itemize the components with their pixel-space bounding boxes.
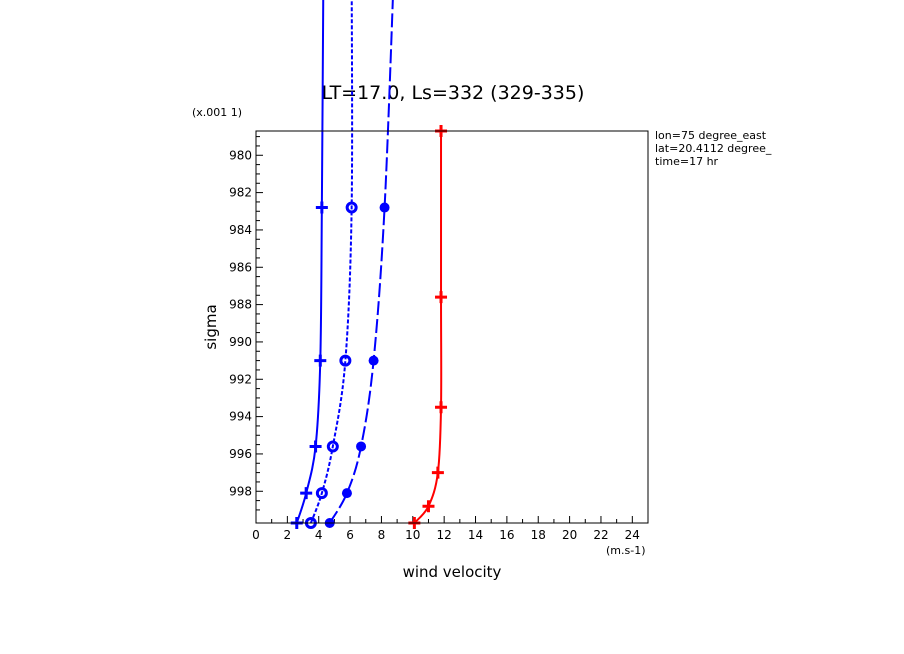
- annotation-line: time=17 hr: [655, 155, 719, 168]
- series: [324, 0, 394, 528]
- x-tick-label: 4: [315, 528, 323, 542]
- x-tick-label: 20: [562, 528, 577, 542]
- data-point: [368, 355, 379, 366]
- y-tick-label: 980: [229, 148, 252, 162]
- series: [304, 0, 358, 529]
- data-point: [339, 354, 352, 367]
- data-point: [314, 354, 327, 367]
- y-tick-label: 994: [229, 410, 252, 424]
- y-tick-label: 990: [229, 335, 252, 349]
- x-tick-label: 10: [405, 528, 420, 542]
- data-point: [326, 440, 339, 453]
- y-tick-label: 984: [229, 223, 252, 237]
- data-point: [422, 500, 435, 513]
- x-tick-label: 24: [625, 528, 640, 542]
- series-layer: [290, 0, 448, 529]
- annotation-line: lon=75 degree_east: [655, 129, 767, 142]
- data-point: [315, 201, 328, 214]
- x-tick-label: 0: [252, 528, 260, 542]
- data-point: [300, 487, 313, 500]
- data-point: [379, 202, 390, 213]
- y-scale-label: (x.001 1): [192, 106, 242, 119]
- plot-frame: [255, 130, 649, 524]
- chart-title: LT=17.0, Ls=332 (329-335): [322, 82, 585, 104]
- x-tick-label: 22: [593, 528, 608, 542]
- y-tick-label: 998: [229, 484, 252, 498]
- y-axis-label: sigma: [202, 304, 220, 349]
- x-tick-label: 6: [346, 528, 354, 542]
- x-tick-label: 18: [531, 528, 546, 542]
- series-line: [309, 0, 354, 523]
- x-tick-label: 14: [468, 528, 483, 542]
- x-tick-label: 2: [284, 528, 292, 542]
- data-point: [435, 401, 448, 414]
- x-tick-label: 16: [499, 528, 514, 542]
- series-line: [413, 131, 443, 524]
- x-unit-label: (m.s-1): [606, 544, 646, 557]
- data-point: [435, 291, 448, 304]
- series-line: [295, 0, 325, 523]
- data-point: [345, 201, 358, 214]
- y-tick-label: 992: [229, 372, 252, 386]
- x-tick-label: 8: [378, 528, 386, 542]
- data-point: [341, 488, 352, 499]
- data-point: [315, 487, 328, 500]
- data-point: [309, 440, 322, 453]
- y-tick-label: 996: [229, 447, 252, 461]
- x-tick-label: 12: [437, 528, 452, 542]
- y-tick-label: 988: [229, 298, 252, 312]
- y-tick-label: 982: [229, 186, 252, 200]
- data-point: [356, 441, 367, 452]
- series: [408, 125, 448, 529]
- x-axis-label: wind velocity: [403, 563, 502, 581]
- data-point: [431, 466, 444, 479]
- annotation-line: lat=20.4112 degree_: [655, 142, 772, 155]
- y-tick-label: 986: [229, 260, 252, 274]
- axis-ticks: 0 2 4 6 8 10 12 14 16 18 20 22 249809829849869889909…: [229, 136, 649, 542]
- series: [290, 0, 328, 529]
